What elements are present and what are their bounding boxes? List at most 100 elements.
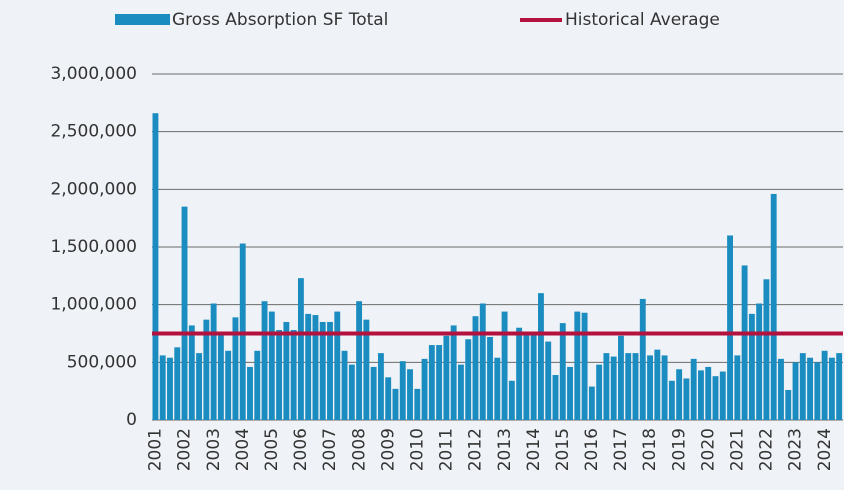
y-tick-label: 500,000 bbox=[67, 352, 137, 372]
bar bbox=[719, 371, 726, 420]
bar bbox=[792, 362, 799, 420]
bar bbox=[588, 386, 595, 420]
bar bbox=[370, 366, 377, 420]
bar bbox=[225, 350, 232, 420]
bar bbox=[421, 358, 428, 420]
bar bbox=[414, 388, 421, 420]
x-tick-label: 2016 bbox=[582, 428, 602, 471]
bar bbox=[327, 321, 333, 420]
bar bbox=[625, 353, 632, 420]
x-tick-label: 2015 bbox=[553, 428, 573, 471]
bar bbox=[734, 355, 741, 420]
bar bbox=[261, 301, 268, 420]
bar bbox=[574, 311, 581, 420]
bar bbox=[159, 355, 166, 420]
bar bbox=[698, 370, 704, 420]
bar bbox=[443, 335, 450, 420]
bar bbox=[268, 311, 275, 420]
x-tick-label: 2007 bbox=[320, 428, 340, 471]
legend-label: Historical Average bbox=[565, 10, 720, 30]
bar bbox=[683, 378, 690, 420]
bar bbox=[319, 321, 326, 420]
x-tick-label: 2023 bbox=[786, 428, 806, 471]
bar bbox=[254, 350, 261, 420]
bar bbox=[523, 333, 530, 420]
y-tick-label: 0 bbox=[126, 410, 137, 430]
bar bbox=[217, 332, 224, 420]
bar bbox=[399, 361, 406, 420]
bar bbox=[603, 353, 610, 420]
bar bbox=[654, 349, 661, 420]
bar bbox=[247, 366, 253, 420]
bar bbox=[479, 303, 486, 420]
x-tick-label: 2005 bbox=[262, 428, 282, 471]
bar bbox=[763, 279, 770, 420]
bar bbox=[778, 358, 784, 420]
bar bbox=[530, 333, 537, 420]
bar bbox=[639, 298, 646, 420]
bar bbox=[203, 319, 210, 420]
bar bbox=[457, 364, 464, 420]
bar bbox=[661, 355, 668, 420]
x-tick-label: 2002 bbox=[175, 428, 195, 471]
bar bbox=[407, 369, 413, 420]
bar bbox=[232, 317, 239, 420]
bar bbox=[581, 312, 588, 420]
bar bbox=[450, 325, 457, 420]
legend-label: Gross Absorption SF Total bbox=[172, 10, 388, 30]
x-tick-label: 2017 bbox=[611, 428, 631, 471]
legend-swatch bbox=[115, 14, 170, 25]
bar bbox=[516, 327, 523, 420]
bar bbox=[538, 293, 544, 420]
x-tick-label: 2022 bbox=[757, 428, 777, 471]
bar bbox=[385, 377, 392, 420]
bar bbox=[428, 345, 435, 420]
x-tick-label: 2009 bbox=[378, 428, 398, 471]
bar bbox=[668, 380, 675, 420]
bar bbox=[152, 113, 159, 421]
x-tick-label: 2013 bbox=[495, 428, 515, 471]
bar bbox=[785, 390, 792, 420]
x-tick-label: 2010 bbox=[407, 428, 427, 471]
bar bbox=[676, 369, 683, 420]
bar bbox=[727, 235, 733, 420]
y-tick-label: 3,000,000 bbox=[50, 64, 137, 84]
bar bbox=[618, 335, 624, 420]
x-tick-label: 2021 bbox=[728, 428, 748, 471]
x-tick-label: 2018 bbox=[640, 428, 660, 471]
y-tick-label: 2,000,000 bbox=[50, 179, 137, 199]
bar bbox=[756, 303, 763, 420]
bar bbox=[705, 366, 712, 420]
bar bbox=[276, 330, 283, 420]
bar bbox=[436, 345, 443, 420]
x-tick-label: 2001 bbox=[146, 428, 166, 471]
x-tick-label: 2003 bbox=[204, 428, 224, 471]
bar bbox=[465, 339, 472, 420]
bar bbox=[748, 313, 755, 420]
bar bbox=[647, 355, 653, 420]
bar bbox=[356, 301, 363, 420]
y-tick-label: 2,500,000 bbox=[50, 122, 137, 142]
bar bbox=[567, 366, 573, 420]
bar bbox=[712, 376, 719, 420]
bar bbox=[836, 353, 843, 420]
bar bbox=[690, 358, 697, 420]
x-tick-label: 2014 bbox=[524, 428, 544, 471]
bar bbox=[494, 357, 501, 420]
x-tick-label: 2011 bbox=[437, 428, 457, 471]
x-tick-label: 2008 bbox=[349, 428, 369, 471]
bar bbox=[297, 278, 304, 420]
bar bbox=[799, 353, 806, 420]
x-tick-label: 2012 bbox=[466, 428, 486, 471]
bar bbox=[341, 350, 348, 420]
bar bbox=[174, 347, 181, 420]
bar bbox=[196, 353, 203, 420]
bar bbox=[821, 350, 828, 420]
bar bbox=[377, 353, 384, 420]
bar bbox=[632, 353, 639, 420]
bar bbox=[545, 341, 552, 420]
bar bbox=[508, 380, 515, 420]
bar bbox=[807, 357, 814, 420]
